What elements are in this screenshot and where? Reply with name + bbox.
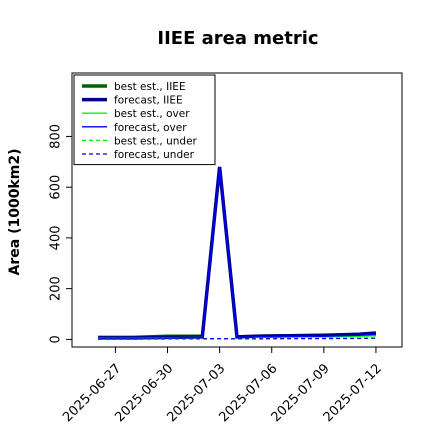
y-axis: 0 200 400 600 800 — [49, 124, 72, 344]
series-line-3 — [98, 167, 376, 340]
y-tick-label-1: 200 — [49, 276, 64, 301]
series-layer — [98, 166, 377, 340]
series-line-1 — [98, 166, 377, 340]
x-axis: 2025-06-272025-06-302025-07-032025-07-06… — [60, 347, 385, 425]
chart-title: IIEE area metric — [157, 28, 318, 49]
y-tick-label-0: 0 — [49, 335, 64, 343]
y-tick-label-2: 400 — [49, 225, 64, 250]
y-axis-label: Area (1000km2) — [7, 149, 23, 276]
legend-label-0: best est., IIEE — [114, 81, 186, 93]
series-line-5 — [98, 337, 376, 340]
legend-label-3: forecast, over — [114, 122, 187, 134]
legend-box — [73, 74, 216, 166]
y-tick-label-4: 800 — [49, 124, 64, 149]
legend-label-5: forecast, under — [114, 149, 195, 161]
plot-area — [71, 72, 403, 348]
legend-label-2: best est., over — [114, 108, 190, 120]
y-tick-label-3: 600 — [49, 175, 64, 200]
legend-label-4: best est., under — [114, 135, 198, 147]
legend-label-1: forecast, IIEE — [114, 95, 183, 107]
